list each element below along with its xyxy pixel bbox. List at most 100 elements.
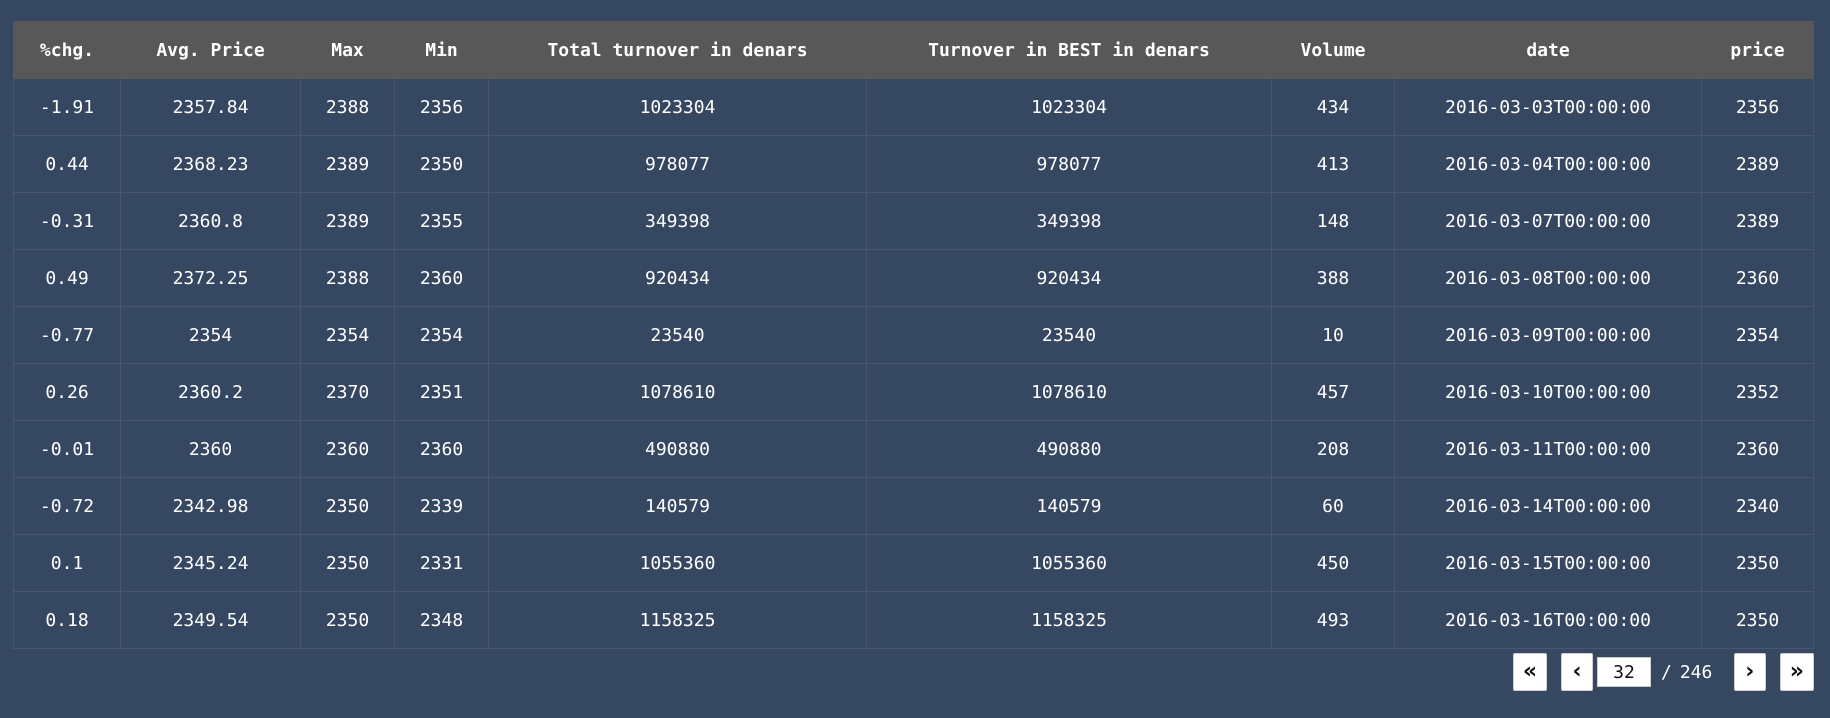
cell-min: 2339 — [395, 478, 489, 535]
cell-min: 2360 — [395, 421, 489, 478]
double-chevron-right-icon: » — [1790, 661, 1804, 683]
cell-min: 2350 — [395, 136, 489, 193]
cell-pct-change: -1.91 — [14, 79, 121, 136]
column-header-price[interactable]: price — [1702, 22, 1814, 79]
table-row: -1.91 2357.84 2388 2356 1023304 1023304 … — [14, 79, 1814, 136]
cell-total-turnover: 349398 — [489, 193, 867, 250]
table-row: 0.18 2349.54 2350 2348 1158325 1158325 4… — [14, 592, 1814, 649]
column-header-max[interactable]: Max — [301, 22, 395, 79]
cell-total-turnover: 1158325 — [489, 592, 867, 649]
first-page-button[interactable]: « — [1513, 653, 1547, 691]
cell-min: 2331 — [395, 535, 489, 592]
cell-pct-change: 0.44 — [14, 136, 121, 193]
cell-total-turnover: 1055360 — [489, 535, 867, 592]
cell-volume: 434 — [1272, 79, 1395, 136]
cell-max: 2360 — [301, 421, 395, 478]
cell-best-turnover: 1158325 — [867, 592, 1272, 649]
cell-best-turnover: 1055360 — [867, 535, 1272, 592]
column-header-min[interactable]: Min — [395, 22, 489, 79]
cell-max: 2388 — [301, 79, 395, 136]
cell-total-turnover: 140579 — [489, 478, 867, 535]
cell-price: 2350 — [1702, 592, 1814, 649]
cell-date: 2016-03-09T00:00:00 — [1395, 307, 1702, 364]
cell-price: 2352 — [1702, 364, 1814, 421]
cell-date: 2016-03-10T00:00:00 — [1395, 364, 1702, 421]
cell-total-turnover: 1023304 — [489, 79, 867, 136]
cell-avg-price: 2360.8 — [121, 193, 301, 250]
cell-max: 2389 — [301, 136, 395, 193]
cell-min: 2351 — [395, 364, 489, 421]
cell-volume: 413 — [1272, 136, 1395, 193]
cell-price: 2360 — [1702, 421, 1814, 478]
cell-min: 2348 — [395, 592, 489, 649]
cell-volume: 148 — [1272, 193, 1395, 250]
cell-best-turnover: 920434 — [867, 250, 1272, 307]
cell-date: 2016-03-03T00:00:00 — [1395, 79, 1702, 136]
cell-price: 2389 — [1702, 193, 1814, 250]
cell-max: 2350 — [301, 592, 395, 649]
cell-pct-change: -0.77 — [14, 307, 121, 364]
chevron-left-icon: ‹ — [1572, 661, 1581, 683]
cell-volume: 208 — [1272, 421, 1395, 478]
cell-pct-change: 0.49 — [14, 250, 121, 307]
cell-volume: 10 — [1272, 307, 1395, 364]
cell-max: 2388 — [301, 250, 395, 307]
cell-date: 2016-03-16T00:00:00 — [1395, 592, 1702, 649]
cell-pct-change: 0.26 — [14, 364, 121, 421]
cell-avg-price: 2368.23 — [121, 136, 301, 193]
cell-avg-price: 2360.2 — [121, 364, 301, 421]
cell-volume: 493 — [1272, 592, 1395, 649]
cell-price: 2350 — [1702, 535, 1814, 592]
cell-max: 2370 — [301, 364, 395, 421]
table-row: -0.72 2342.98 2350 2339 140579 140579 60… — [14, 478, 1814, 535]
cell-max: 2350 — [301, 535, 395, 592]
cell-best-turnover: 23540 — [867, 307, 1272, 364]
cell-min: 2360 — [395, 250, 489, 307]
cell-best-turnover: 490880 — [867, 421, 1272, 478]
cell-volume: 60 — [1272, 478, 1395, 535]
cell-avg-price: 2360 — [121, 421, 301, 478]
cell-min: 2356 — [395, 79, 489, 136]
total-pages: 246 — [1680, 662, 1734, 683]
page-number-input[interactable] — [1597, 657, 1651, 687]
table-row: -0.01 2360 2360 2360 490880 490880 208 2… — [14, 421, 1814, 478]
cell-avg-price: 2354 — [121, 307, 301, 364]
cell-max: 2389 — [301, 193, 395, 250]
cell-date: 2016-03-04T00:00:00 — [1395, 136, 1702, 193]
cell-total-turnover: 1078610 — [489, 364, 867, 421]
table-row: 0.1 2345.24 2350 2331 1055360 1055360 45… — [14, 535, 1814, 592]
column-header-volume[interactable]: Volume — [1272, 22, 1395, 79]
table-row: -0.77 2354 2354 2354 23540 23540 10 2016… — [14, 307, 1814, 364]
cell-avg-price: 2349.54 — [121, 592, 301, 649]
cell-min: 2354 — [395, 307, 489, 364]
cell-total-turnover: 23540 — [489, 307, 867, 364]
column-header-pct-change[interactable]: %chg. — [14, 22, 121, 79]
double-chevron-left-icon: « — [1523, 661, 1537, 683]
cell-total-turnover: 978077 — [489, 136, 867, 193]
next-page-button[interactable]: › — [1734, 653, 1766, 691]
pagination: « ‹ / 246 › » — [1513, 653, 1814, 691]
cell-total-turnover: 490880 — [489, 421, 867, 478]
cell-date: 2016-03-08T00:00:00 — [1395, 250, 1702, 307]
cell-volume: 450 — [1272, 535, 1395, 592]
table-header-row: %chg. Avg. Price Max Min Total turnover … — [14, 22, 1814, 79]
last-page-button[interactable]: » — [1780, 653, 1814, 691]
data-table-container: %chg. Avg. Price Max Min Total turnover … — [13, 21, 1813, 649]
table-row: 0.49 2372.25 2388 2360 920434 920434 388… — [14, 250, 1814, 307]
column-header-avg-price[interactable]: Avg. Price — [121, 22, 301, 79]
cell-max: 2354 — [301, 307, 395, 364]
cell-total-turnover: 920434 — [489, 250, 867, 307]
previous-page-button[interactable]: ‹ — [1561, 653, 1593, 691]
cell-price: 2340 — [1702, 478, 1814, 535]
table-row: 0.26 2360.2 2370 2351 1078610 1078610 45… — [14, 364, 1814, 421]
data-table: %chg. Avg. Price Max Min Total turnover … — [13, 21, 1814, 649]
column-header-total-turnover[interactable]: Total turnover in denars — [489, 22, 867, 79]
column-header-best-turnover[interactable]: Turnover in BEST in denars — [867, 22, 1272, 79]
column-header-date[interactable]: date — [1395, 22, 1702, 79]
cell-best-turnover: 1023304 — [867, 79, 1272, 136]
cell-avg-price: 2357.84 — [121, 79, 301, 136]
table-row: 0.44 2368.23 2389 2350 978077 978077 413… — [14, 136, 1814, 193]
cell-best-turnover: 140579 — [867, 478, 1272, 535]
cell-price: 2389 — [1702, 136, 1814, 193]
cell-best-turnover: 1078610 — [867, 364, 1272, 421]
